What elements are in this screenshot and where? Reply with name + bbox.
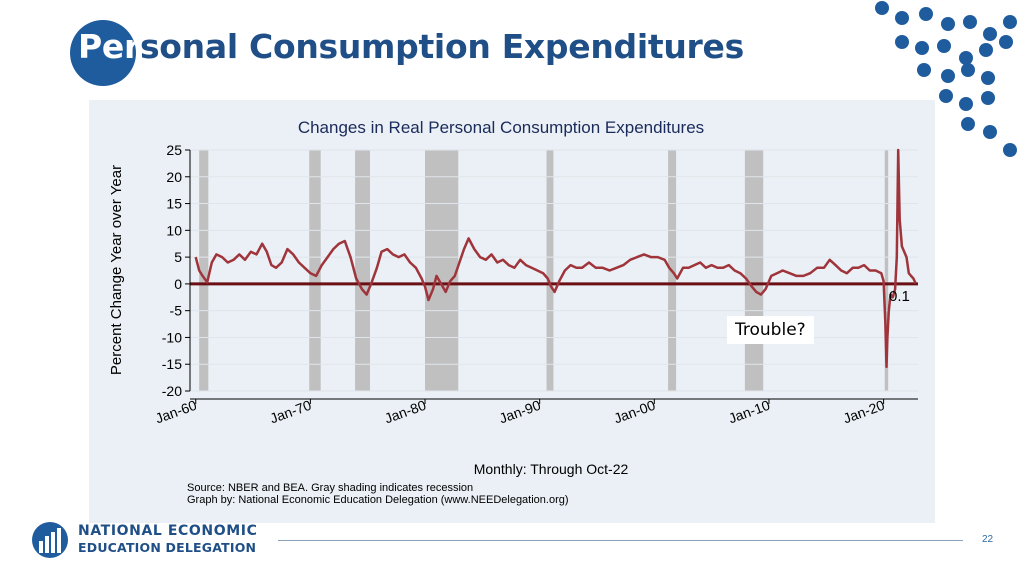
- decorative-dot: [983, 27, 997, 41]
- y-tick-label: -10: [162, 329, 182, 345]
- x-tick-label: Jan-90: [497, 397, 543, 427]
- chart-title: Changes in Real Personal Consumption Exp…: [298, 118, 704, 137]
- y-tick-label: 15: [166, 196, 182, 212]
- graph-by-note: Graph by: National Economic Education De…: [187, 494, 569, 506]
- recession-band: [884, 150, 889, 391]
- decorative-dot: [1003, 15, 1017, 29]
- decorative-dot: [941, 17, 955, 31]
- decorative-dot: [981, 91, 995, 105]
- decorative-dot: [961, 117, 975, 131]
- decorative-dot: [981, 71, 995, 85]
- decorative-dot: [937, 39, 951, 53]
- chart-panel: 25 20 15 10 5 0 -5 -10 -15 -20 Jan-60 Jan-70 Jan-80 J…: [89, 100, 935, 523]
- x-tick-label: Jan-10: [726, 397, 772, 427]
- y-tick-label: 5: [174, 249, 182, 265]
- y-tick-label: -20: [162, 383, 182, 399]
- x-axis-label: Monthly: Through Oct-22: [474, 461, 629, 477]
- slide-title-part2: sonal Consumption Expenditures: [139, 27, 744, 66]
- org-name-line1: NATIONAL ECONOMIC: [78, 523, 258, 539]
- decorative-dot: [1003, 143, 1017, 157]
- recession-band: [199, 150, 209, 391]
- latest-value-label: 0.1: [889, 288, 910, 305]
- decorative-dot: [919, 7, 933, 21]
- pce-series-line: [194, 148, 917, 369]
- source-note: Source: NBER and BEA. Gray shading indic…: [187, 482, 473, 494]
- x-tick-label: Jan-60: [153, 397, 199, 427]
- x-tick-label: Jan-80: [382, 397, 428, 427]
- decorative-dot: [963, 15, 977, 29]
- slide-title-part1: Per: [78, 27, 140, 66]
- y-tick-label: 0: [174, 276, 182, 292]
- y-tick-label: 25: [166, 142, 182, 158]
- decorative-dot: [895, 35, 909, 49]
- recession-band: [425, 150, 459, 391]
- decorative-dot: [917, 63, 931, 77]
- decorative-dot: [999, 35, 1013, 49]
- trouble-callout: Trouble?: [727, 316, 814, 344]
- recession-band: [744, 150, 764, 391]
- y-tick-label: 10: [166, 222, 182, 238]
- footer-divider: [278, 540, 963, 541]
- decorative-dot: [915, 41, 929, 55]
- decorative-dot: [875, 1, 889, 15]
- y-tick-label: 20: [166, 169, 182, 185]
- y-axis-label: Percent Change Year over Year: [108, 165, 125, 375]
- recession-band: [355, 150, 370, 391]
- recession-band: [546, 150, 554, 391]
- page-number: 22: [982, 534, 994, 545]
- recession-shading: [199, 150, 889, 391]
- decorative-dot-pattern: [875, 1, 1017, 157]
- x-tick-label: Jan-00: [612, 397, 658, 427]
- decorative-dot: [983, 125, 997, 139]
- decorative-dot: [895, 11, 909, 25]
- chart-gridlines: [190, 149, 918, 392]
- decorative-dot: [979, 43, 993, 57]
- decorative-dot: [961, 63, 975, 77]
- decorative-dot: [941, 69, 955, 83]
- y-tick-label: -15: [162, 356, 182, 372]
- slide-title: Personal Consumption Expenditures: [78, 27, 744, 66]
- title-circle-accent: [70, 20, 136, 86]
- x-tick-label: Jan-20: [841, 397, 887, 427]
- org-name-line2: EDUCATION DELEGATION: [78, 540, 257, 555]
- x-tick-label: Jan-70: [268, 397, 314, 427]
- decorative-dot: [939, 89, 953, 103]
- y-tick-label: -5: [170, 303, 183, 319]
- need-logo-icon: [32, 522, 68, 558]
- decorative-dot: [959, 97, 973, 111]
- decorative-dot: [959, 51, 973, 65]
- recession-band: [309, 150, 321, 391]
